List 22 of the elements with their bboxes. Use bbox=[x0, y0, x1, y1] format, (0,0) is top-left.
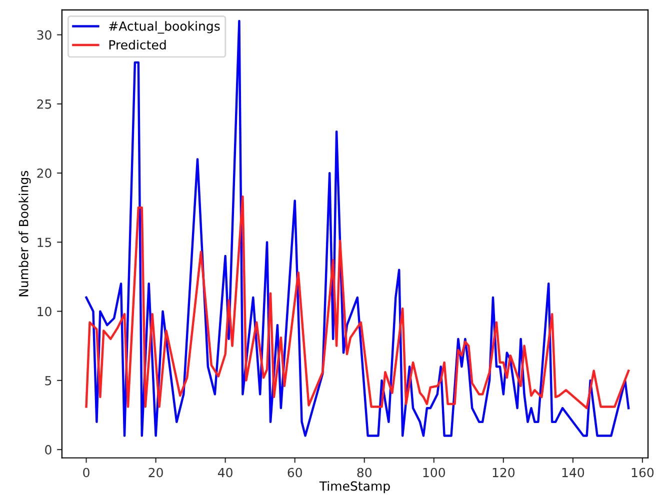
y-axis-title: Number of Bookings bbox=[18, 170, 31, 296]
x-tick-label: 60 bbox=[288, 468, 302, 478]
y-tick-label: 15 bbox=[38, 238, 52, 248]
y-tick-label: 10 bbox=[38, 306, 52, 316]
line-series bbox=[85, 195, 630, 410]
x-tick-label: 100 bbox=[423, 468, 445, 478]
x-tick-label: 140 bbox=[562, 468, 584, 478]
y-tick-label: 20 bbox=[37, 168, 52, 178]
x-tick-label: 120 bbox=[492, 468, 515, 478]
line-series bbox=[85, 20, 630, 437]
x-tick-label: 80 bbox=[357, 468, 372, 478]
y-tick-label: 0 bbox=[45, 445, 52, 455]
y-tick-label: 5 bbox=[45, 376, 52, 386]
x-tick-label: 20 bbox=[148, 468, 163, 478]
x-tick-label: 0 bbox=[83, 468, 90, 478]
x-axis-title: TimeStamp bbox=[319, 481, 390, 494]
x-tick-label: 40 bbox=[218, 468, 232, 478]
y-tick-label: 30 bbox=[37, 30, 52, 40]
legend-label: Predicted bbox=[109, 40, 166, 50]
y-tick-label: 25 bbox=[37, 99, 52, 109]
legend-label: #Actual_bookings bbox=[109, 21, 220, 34]
x-tick-label: 160 bbox=[632, 468, 654, 478]
